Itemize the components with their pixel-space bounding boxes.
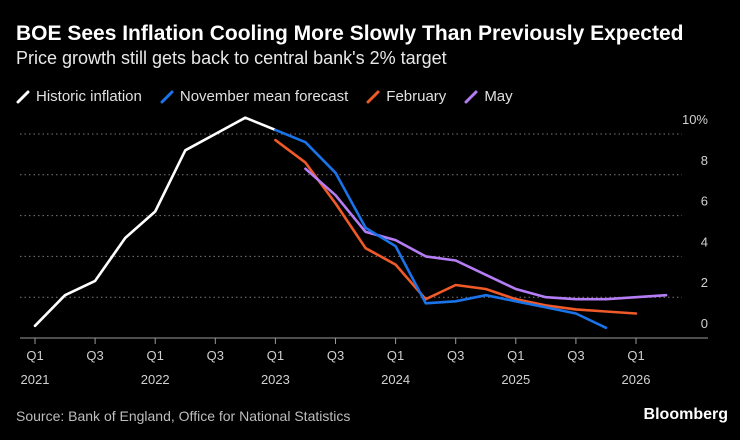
x-year-label-2023: 2023 bbox=[261, 372, 290, 387]
x-tick-label-2: Q3 bbox=[86, 348, 103, 363]
y-tick-label-4: 4 bbox=[701, 234, 708, 249]
y-tick-label-2: 2 bbox=[701, 275, 708, 290]
legend-label-may: May bbox=[484, 88, 513, 105]
series-line-historic-inflation bbox=[33, 116, 277, 328]
chart-title: BOE Sees Inflation Cooling More Slowly T… bbox=[16, 22, 684, 45]
source-note: Source: Bank of England, Office for Nati… bbox=[16, 408, 351, 424]
legend-label-november: November mean forecast bbox=[179, 88, 349, 105]
legend-item-historic: Historic inflation bbox=[16, 88, 142, 105]
legend-item-may: May bbox=[464, 88, 513, 105]
x-year-label-2025: 2025 bbox=[501, 372, 530, 387]
series-line-may bbox=[304, 167, 668, 301]
series-line-november-mean-forecast bbox=[274, 128, 608, 330]
x-tick-label-8: Q1 bbox=[267, 348, 284, 363]
legend: Historic inflation November mean forecas… bbox=[16, 88, 531, 105]
chart-subtitle: Price growth still gets back to central … bbox=[16, 48, 447, 68]
legend-label-historic: Historic inflation bbox=[36, 88, 142, 105]
legend-swatch-historic bbox=[16, 90, 30, 104]
legend-swatch-may bbox=[464, 90, 478, 104]
x-year-label-2022: 2022 bbox=[141, 372, 170, 387]
legend-item-november: November mean forecast bbox=[160, 88, 348, 105]
legend-swatch-november bbox=[160, 90, 174, 104]
legend-swatch-february bbox=[366, 90, 380, 104]
x-year-label-2021: 2021 bbox=[21, 372, 50, 387]
y-tick-label-0: 0 bbox=[701, 316, 708, 331]
x-tick-label-10: Q3 bbox=[327, 348, 344, 363]
x-tick-label-14: Q3 bbox=[447, 348, 464, 363]
bloomberg-logo: Bloomberg bbox=[643, 406, 728, 423]
x-year-label-2026: 2026 bbox=[622, 372, 651, 387]
x-tick-label-12: Q1 bbox=[387, 348, 404, 363]
y-tick-label-6: 6 bbox=[701, 194, 708, 209]
legend-label-february: February bbox=[386, 88, 447, 105]
x-tick-label-4: Q1 bbox=[147, 348, 164, 363]
series-line-february bbox=[274, 138, 638, 315]
legend-item-february: February bbox=[366, 88, 446, 105]
x-year-label-2024: 2024 bbox=[381, 372, 410, 387]
x-tick-label-6: Q3 bbox=[207, 348, 224, 363]
y-tick-label-8: 8 bbox=[701, 153, 708, 168]
x-tick-label-20: Q1 bbox=[627, 348, 644, 363]
y-tick-label-10: 10% bbox=[682, 112, 708, 127]
x-tick-label-16: Q1 bbox=[507, 348, 524, 363]
x-tick-label-18: Q3 bbox=[567, 348, 584, 363]
x-tick-label-0: Q1 bbox=[26, 348, 43, 363]
